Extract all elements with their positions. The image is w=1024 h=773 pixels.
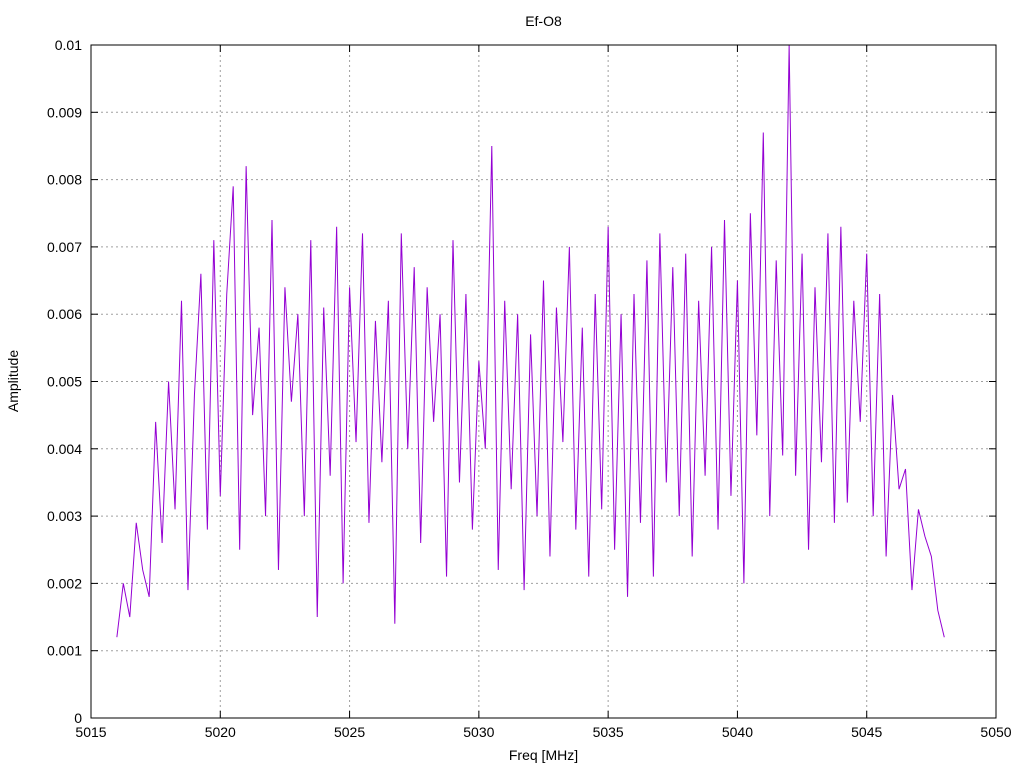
y-tick-label: 0.002 (47, 575, 82, 591)
grid (91, 45, 996, 718)
y-tick-label: 0.001 (47, 643, 82, 659)
x-tick-label: 5030 (463, 724, 494, 740)
y-tick-label: 0.007 (47, 239, 82, 255)
x-axis-label: Freq [MHz] (509, 747, 578, 763)
y-tick-label: 0.009 (47, 104, 82, 120)
ticks: 5015 5020 5025 5030 5035 5040 5045 5050 0 0.001 0.… (47, 37, 1012, 740)
x-tick-label: 5050 (980, 724, 1011, 740)
x-tick-label: 5025 (334, 724, 365, 740)
y-tick-label: 0 (74, 710, 82, 726)
y-tick-label: 0.01 (55, 37, 82, 53)
series-layer (116, 44, 945, 638)
y-tick-label: 0.005 (47, 374, 82, 390)
chart-title: Ef-O8 (525, 13, 562, 29)
y-axis-label: Amplitude (5, 350, 21, 412)
x-tick-label: 5020 (205, 724, 236, 740)
x-tick-label: 5040 (722, 724, 753, 740)
x-tick-label: 5035 (593, 724, 624, 740)
x-tick-label: 5045 (851, 724, 882, 740)
y-tick-label: 0.008 (47, 172, 82, 188)
y-tick-label: 0.003 (47, 508, 82, 524)
series-line-0 (116, 44, 945, 638)
y-tick-label: 0.004 (47, 441, 82, 457)
y-tick-label: 0.006 (47, 306, 82, 322)
x-tick-label: 5015 (75, 724, 106, 740)
